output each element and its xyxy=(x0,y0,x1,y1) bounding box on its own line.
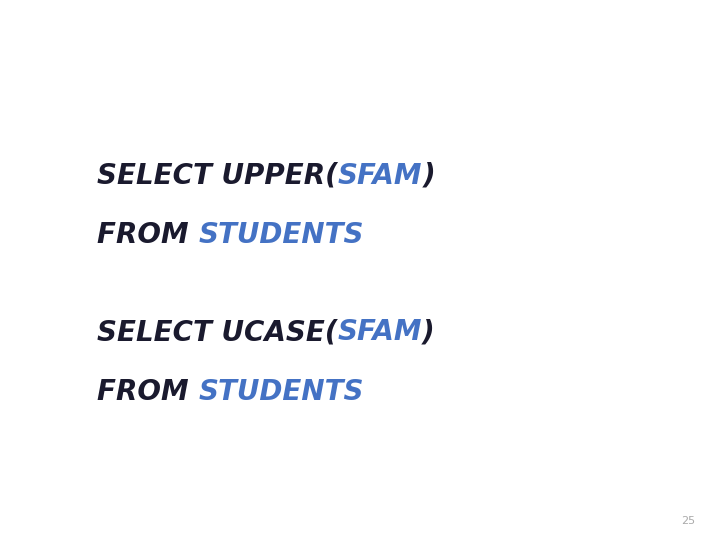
Text: 25: 25 xyxy=(680,516,695,526)
Text: ): ) xyxy=(423,161,435,190)
Text: STUDENTS: STUDENTS xyxy=(199,377,364,406)
Text: ): ) xyxy=(422,318,435,346)
Text: FROM: FROM xyxy=(97,377,199,406)
Text: SFAM: SFAM xyxy=(338,318,422,346)
Text: STUDENTS: STUDENTS xyxy=(199,221,364,249)
Text: SELECT UCASE(: SELECT UCASE( xyxy=(97,318,338,346)
Text: FROM: FROM xyxy=(97,221,199,249)
Text: SELECT UPPER(: SELECT UPPER( xyxy=(97,161,338,190)
Text: SFAM: SFAM xyxy=(338,161,423,190)
